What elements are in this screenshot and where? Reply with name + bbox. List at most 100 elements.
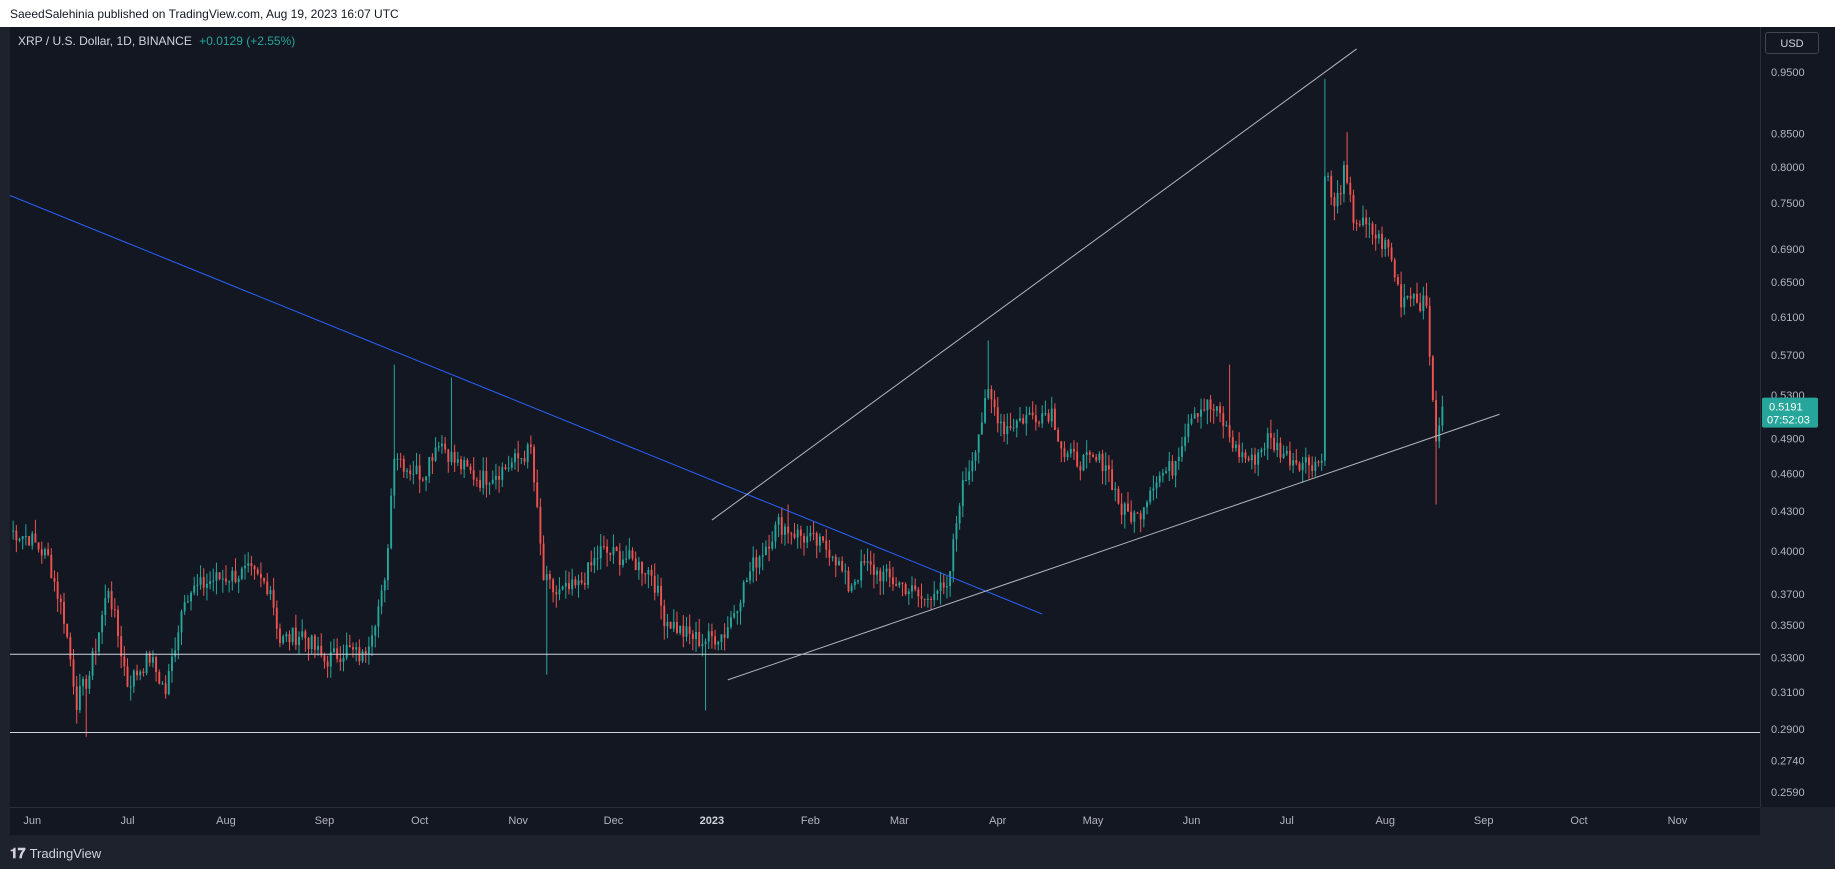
candle-body xyxy=(1200,409,1202,417)
time-tick-label: Jun xyxy=(23,815,41,827)
candle-body xyxy=(383,580,386,591)
candle-body xyxy=(1333,197,1336,207)
candle-body xyxy=(167,670,170,695)
footer: 𝟏𝟕 TradingView xyxy=(0,835,1835,869)
time-tick-label: Jun xyxy=(1183,815,1201,827)
candle-body xyxy=(949,571,952,587)
candle-body xyxy=(879,570,882,582)
tradingview-logo[interactable]: 𝟏𝟕 TradingView xyxy=(10,845,101,862)
candle-body xyxy=(1146,502,1148,508)
candle-body xyxy=(1003,421,1006,435)
candle-body xyxy=(1209,399,1212,410)
candle-body xyxy=(1107,465,1110,470)
candle-body xyxy=(155,657,158,673)
candle-body xyxy=(342,657,345,662)
candle-body xyxy=(825,540,828,550)
candle-body xyxy=(151,657,154,663)
candle-body xyxy=(221,578,224,580)
candle-body xyxy=(679,625,682,633)
candle-body xyxy=(656,585,659,593)
candle-body xyxy=(1155,482,1158,489)
candle-body xyxy=(1088,452,1091,455)
candle-body xyxy=(599,546,602,559)
candle-body xyxy=(866,561,869,563)
candle-body xyxy=(1066,453,1069,458)
candle-body xyxy=(647,569,650,575)
candle-body xyxy=(1225,425,1228,427)
candle-body xyxy=(412,473,415,475)
candle-body xyxy=(844,570,847,572)
candle-body xyxy=(380,590,383,607)
candle-body xyxy=(472,470,475,480)
published-text: SaeedSalehinia published on TradingView.… xyxy=(10,7,399,21)
candle-body xyxy=(723,634,726,638)
candle-body xyxy=(91,651,94,676)
candle-body xyxy=(672,622,675,629)
candle-body xyxy=(1015,420,1018,428)
candle-body xyxy=(1282,453,1285,458)
candle-body xyxy=(1425,295,1428,306)
currency-button[interactable]: USD xyxy=(1765,32,1819,54)
candle-body xyxy=(1304,457,1307,463)
candle-body xyxy=(739,603,742,612)
chart-plot-area[interactable] xyxy=(10,27,1760,807)
candle-body xyxy=(139,671,142,676)
time-axis[interactable] xyxy=(10,807,1760,836)
candle-body xyxy=(1181,446,1183,457)
candle-body xyxy=(399,458,402,460)
candle-body xyxy=(796,529,799,538)
tradingview-logo-icon: 𝟏𝟕 xyxy=(10,845,26,861)
candle-body xyxy=(1092,454,1094,457)
candle-body xyxy=(1400,284,1403,308)
candle-body xyxy=(904,584,907,595)
price-tick-label: 0.2740 xyxy=(1771,756,1805,768)
candle-body xyxy=(1212,409,1215,411)
candle-body xyxy=(755,557,758,568)
candle-body xyxy=(726,627,729,638)
candle-body xyxy=(555,592,558,595)
candle-body xyxy=(1320,460,1323,463)
candle-body xyxy=(123,656,126,667)
candle-body xyxy=(698,631,701,646)
candle-body xyxy=(279,628,281,644)
candle-body xyxy=(1047,413,1050,422)
candle-body xyxy=(59,598,62,602)
candle-body xyxy=(790,533,793,535)
candle-body xyxy=(1161,472,1164,476)
candle-body xyxy=(926,599,929,601)
candle-body xyxy=(612,547,615,555)
candle-body xyxy=(1095,456,1098,461)
candle-body xyxy=(31,533,34,546)
candle-body xyxy=(714,636,717,645)
candle-body xyxy=(428,457,431,477)
upper-channel-line xyxy=(711,48,1357,521)
candle-body xyxy=(1330,175,1333,198)
candle-body xyxy=(1123,503,1126,515)
candle-body xyxy=(641,561,643,574)
candle-body xyxy=(707,631,710,642)
candle-body xyxy=(148,653,151,663)
candle-body xyxy=(907,591,910,595)
candle-body xyxy=(374,626,377,636)
candle-body xyxy=(593,558,596,566)
candle-body xyxy=(66,623,69,637)
candle-body xyxy=(1098,453,1101,461)
candle-body xyxy=(469,466,472,471)
candle-body xyxy=(244,565,246,569)
candle-body xyxy=(237,578,240,583)
time-tick-label: Nov xyxy=(508,815,528,827)
time-tick-label: Jul xyxy=(1280,815,1294,827)
candle-body xyxy=(1435,400,1437,442)
candle-body xyxy=(205,583,208,588)
candle-body xyxy=(466,460,469,467)
candle-body xyxy=(1288,450,1291,466)
candle-body xyxy=(190,592,192,602)
candle-body xyxy=(212,580,215,582)
price-tick-label: 0.4600 xyxy=(1771,469,1805,481)
candle-body xyxy=(1069,448,1072,454)
candle-body xyxy=(1314,461,1317,471)
candle-body xyxy=(961,480,964,507)
candle-body xyxy=(1053,408,1056,431)
candle-body xyxy=(183,602,186,612)
